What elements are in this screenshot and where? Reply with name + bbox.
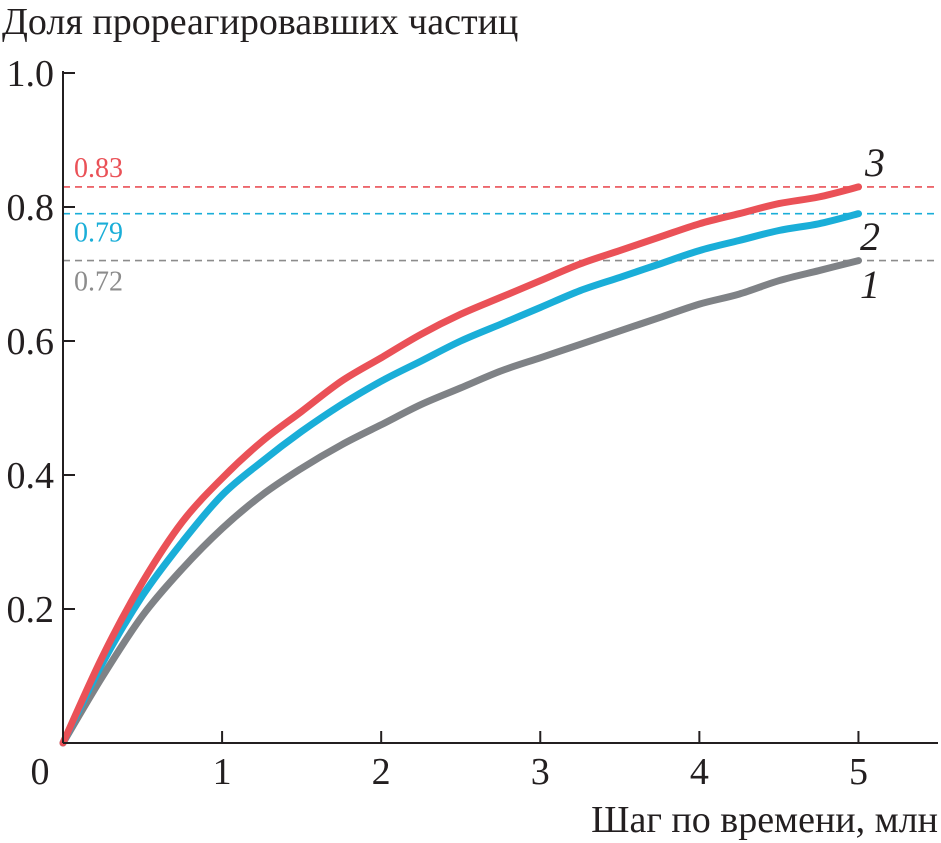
x-axis-label: Шаг по времени, млн (591, 799, 938, 841)
y-tick-label: 0.6 (7, 321, 55, 363)
series-line-1 (59, 257, 862, 747)
curve-label: 2 (860, 214, 880, 259)
reference-line-label: 0.83 (74, 153, 123, 184)
x-tick-label: 1 (213, 751, 232, 793)
reference-line-label: 0.79 (74, 218, 123, 249)
series-lines (59, 183, 862, 747)
y-tick-label: 1.0 (7, 53, 55, 95)
reference-lines: 0.83 0.79 0.72 (63, 153, 938, 298)
x-tick-label: 0 (31, 751, 50, 793)
tick-labels: 0.2 0.4 0.6 0.8 1.0 0 1 2 3 4 5 (7, 53, 868, 793)
y-tick-label: 0.2 (7, 589, 55, 631)
series-line-2 (59, 210, 862, 747)
curve-labels: 3 21 (860, 140, 885, 307)
axes (62, 71, 938, 744)
y-tick-label: 0.8 (7, 187, 55, 229)
x-tick-label: 3 (531, 751, 550, 793)
series-line-3 (59, 183, 862, 747)
x-tick-label: 2 (372, 751, 391, 793)
curve-label: 1 (860, 262, 880, 307)
x-tick-label: 5 (849, 751, 868, 793)
x-tick-label: 4 (690, 751, 709, 793)
y-axis-label: Доля прореагировавших частиц (2, 1, 518, 43)
reference-line-label: 0.72 (74, 267, 123, 298)
curve-label: 3 (864, 140, 885, 185)
y-tick-label: 0.4 (7, 455, 55, 497)
